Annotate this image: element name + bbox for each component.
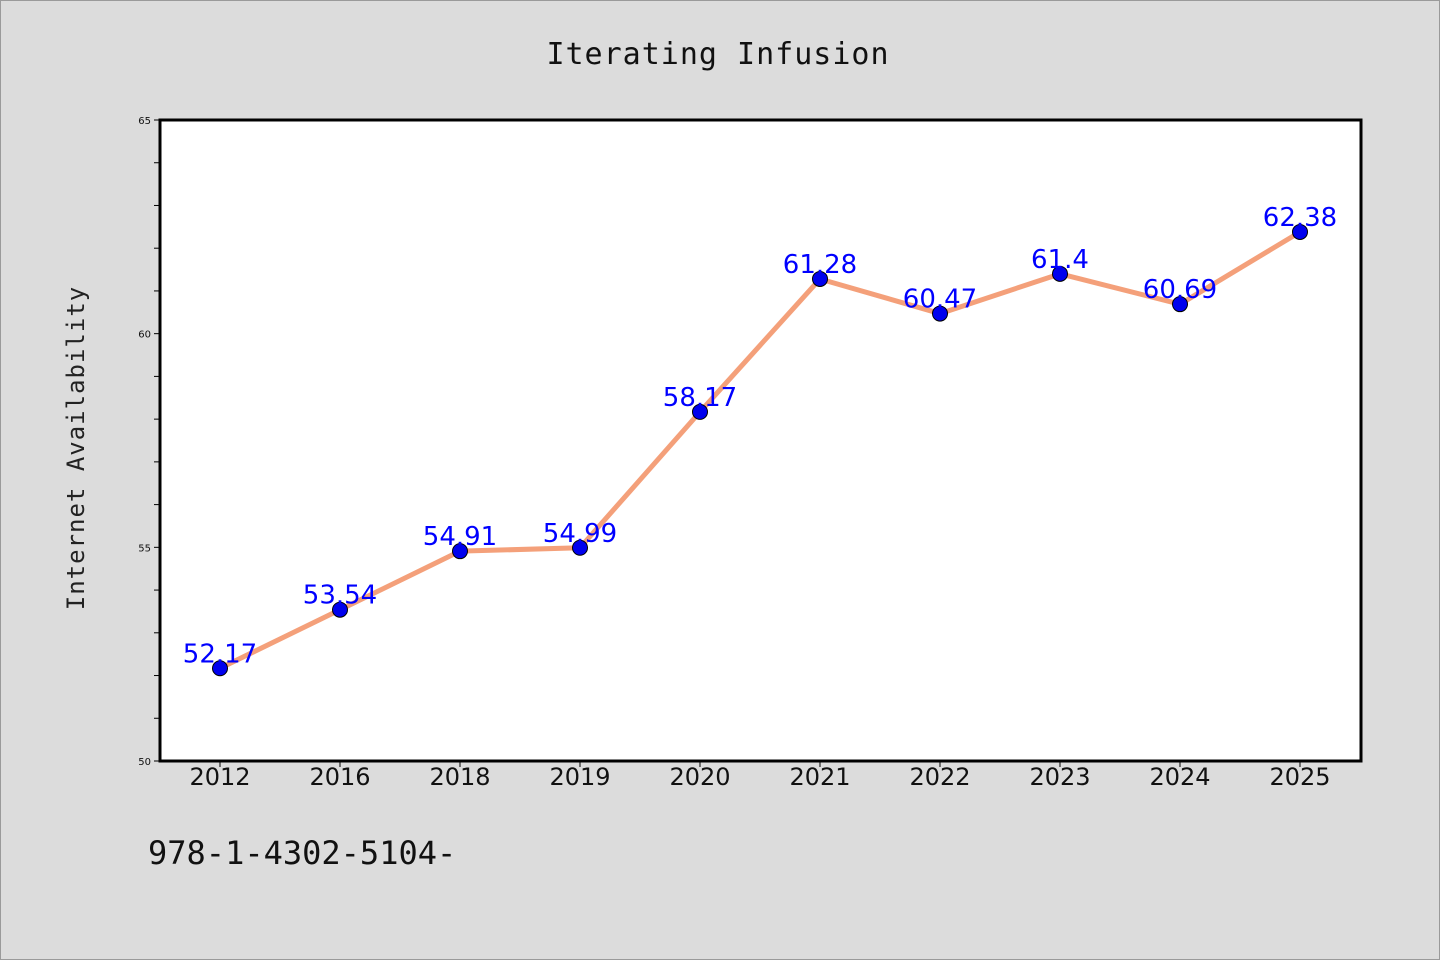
data-point bbox=[932, 305, 948, 322]
y-tick-label: 50 bbox=[138, 757, 151, 768]
x-axis: 2012 2016 2018 2019 2020 2021 2022 2023 2024 2025 bbox=[189, 761, 1331, 791]
data-point bbox=[1172, 296, 1188, 313]
x-tick-label: 2016 bbox=[309, 763, 370, 791]
data-label: 53.54 bbox=[303, 581, 377, 611]
data-point bbox=[692, 403, 708, 420]
data-label: 62.38 bbox=[1263, 203, 1337, 233]
data-point bbox=[812, 270, 828, 287]
data-label: 52.17 bbox=[183, 639, 257, 669]
chart-title: Iterating Infusion bbox=[546, 37, 889, 72]
data-point bbox=[212, 660, 228, 677]
x-tick-label: 2024 bbox=[1149, 763, 1210, 791]
x-tick-label: 2012 bbox=[189, 763, 250, 791]
plot-area bbox=[158, 118, 1363, 763]
y-tick-label: 55 bbox=[138, 543, 151, 554]
data-point bbox=[332, 601, 348, 618]
y-tick-label: 65 bbox=[138, 116, 151, 127]
data-label: 60.69 bbox=[1143, 275, 1217, 305]
data-label: 54.91 bbox=[423, 522, 497, 552]
data-label: 61.28 bbox=[783, 250, 857, 280]
data-point bbox=[452, 543, 468, 560]
series-internet-availability: 52.17 53.54 54.91 54.99 58.17 61.28 60.47 61.4 6… bbox=[183, 203, 1337, 677]
data-point bbox=[1052, 265, 1068, 282]
x-tick-label: 2019 bbox=[549, 763, 610, 791]
footnote: 978-1-4302-5104- bbox=[148, 834, 456, 872]
data-label: 61.4 bbox=[1031, 245, 1089, 275]
x-tick-label: 2020 bbox=[669, 763, 730, 791]
data-point bbox=[572, 539, 588, 556]
x-tick-label: 2023 bbox=[1029, 763, 1090, 791]
y-axis-label: Internet Availability bbox=[62, 286, 90, 610]
data-label: 60.47 bbox=[903, 285, 977, 315]
data-label: 58.17 bbox=[663, 383, 737, 413]
y-axis: 50 55 60 65 bbox=[138, 116, 160, 768]
y-tick-label: 60 bbox=[138, 330, 151, 341]
series-line bbox=[217, 229, 1303, 671]
data-label: 54.99 bbox=[543, 519, 617, 549]
x-tick-label: 2025 bbox=[1269, 763, 1330, 791]
data-point bbox=[1292, 223, 1308, 240]
x-tick-label: 2021 bbox=[789, 763, 850, 791]
x-tick-label: 2022 bbox=[909, 763, 970, 791]
x-tick-label: 2018 bbox=[429, 763, 490, 791]
